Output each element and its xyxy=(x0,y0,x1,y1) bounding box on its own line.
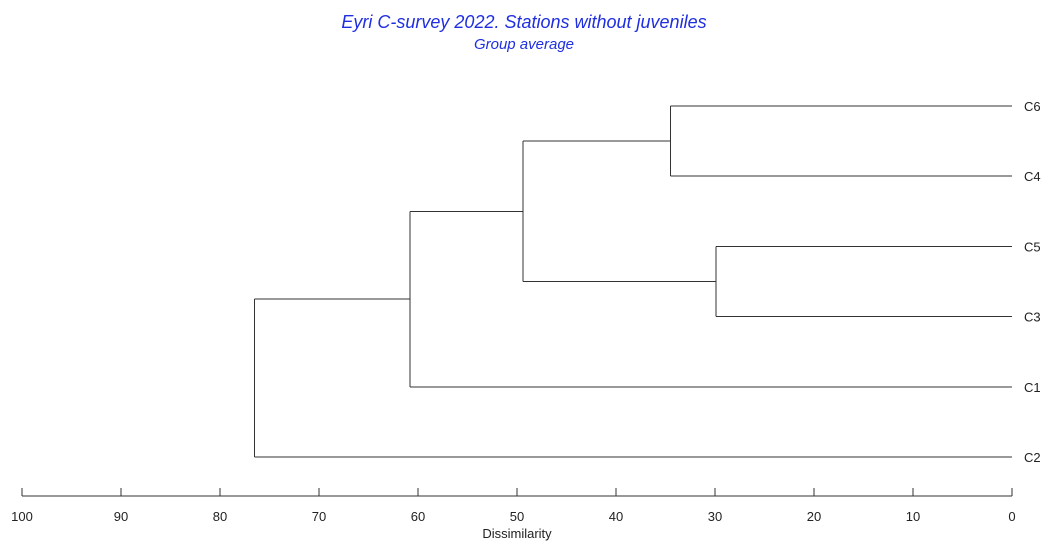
x-tick-label-20: 20 xyxy=(807,509,821,524)
x-tick-label-80: 80 xyxy=(213,509,227,524)
dendrogram-branches xyxy=(254,105,1012,458)
x-tick-label-50: 50 xyxy=(510,509,524,524)
x-tick-label-30: 30 xyxy=(708,509,722,524)
leaf-labels: C6 C4 C5 C3 C1 C2 xyxy=(1024,99,1041,465)
leaf-label-c1: C1 xyxy=(1024,380,1041,395)
chart-subtitle: Group average xyxy=(473,36,575,53)
x-tick-label-90: 90 xyxy=(114,509,128,524)
leaf-label-c5: C5 xyxy=(1024,239,1041,254)
chart-title: Eyri C-survey 2022. Stations without juv… xyxy=(341,12,707,32)
leaf-label-c6: C6 xyxy=(1024,99,1041,114)
leaf-label-c2: C2 xyxy=(1024,450,1041,465)
x-tick-label-70: 70 xyxy=(312,509,326,524)
x-tick-label-40: 40 xyxy=(609,509,623,524)
x-axis: 100 90 80 70 60 50 40 30 20 10 0 xyxy=(11,488,1016,524)
x-tick-label-100: 100 xyxy=(11,509,33,524)
leaf-label-c4: C4 xyxy=(1024,169,1041,184)
x-tick-label-0: 0 xyxy=(1008,509,1015,524)
x-tick-label-10: 10 xyxy=(906,509,920,524)
x-tick-label-60: 60 xyxy=(411,509,425,524)
leaf-label-c3: C3 xyxy=(1024,310,1041,325)
x-axis-title: Dissimilarity xyxy=(482,526,552,541)
